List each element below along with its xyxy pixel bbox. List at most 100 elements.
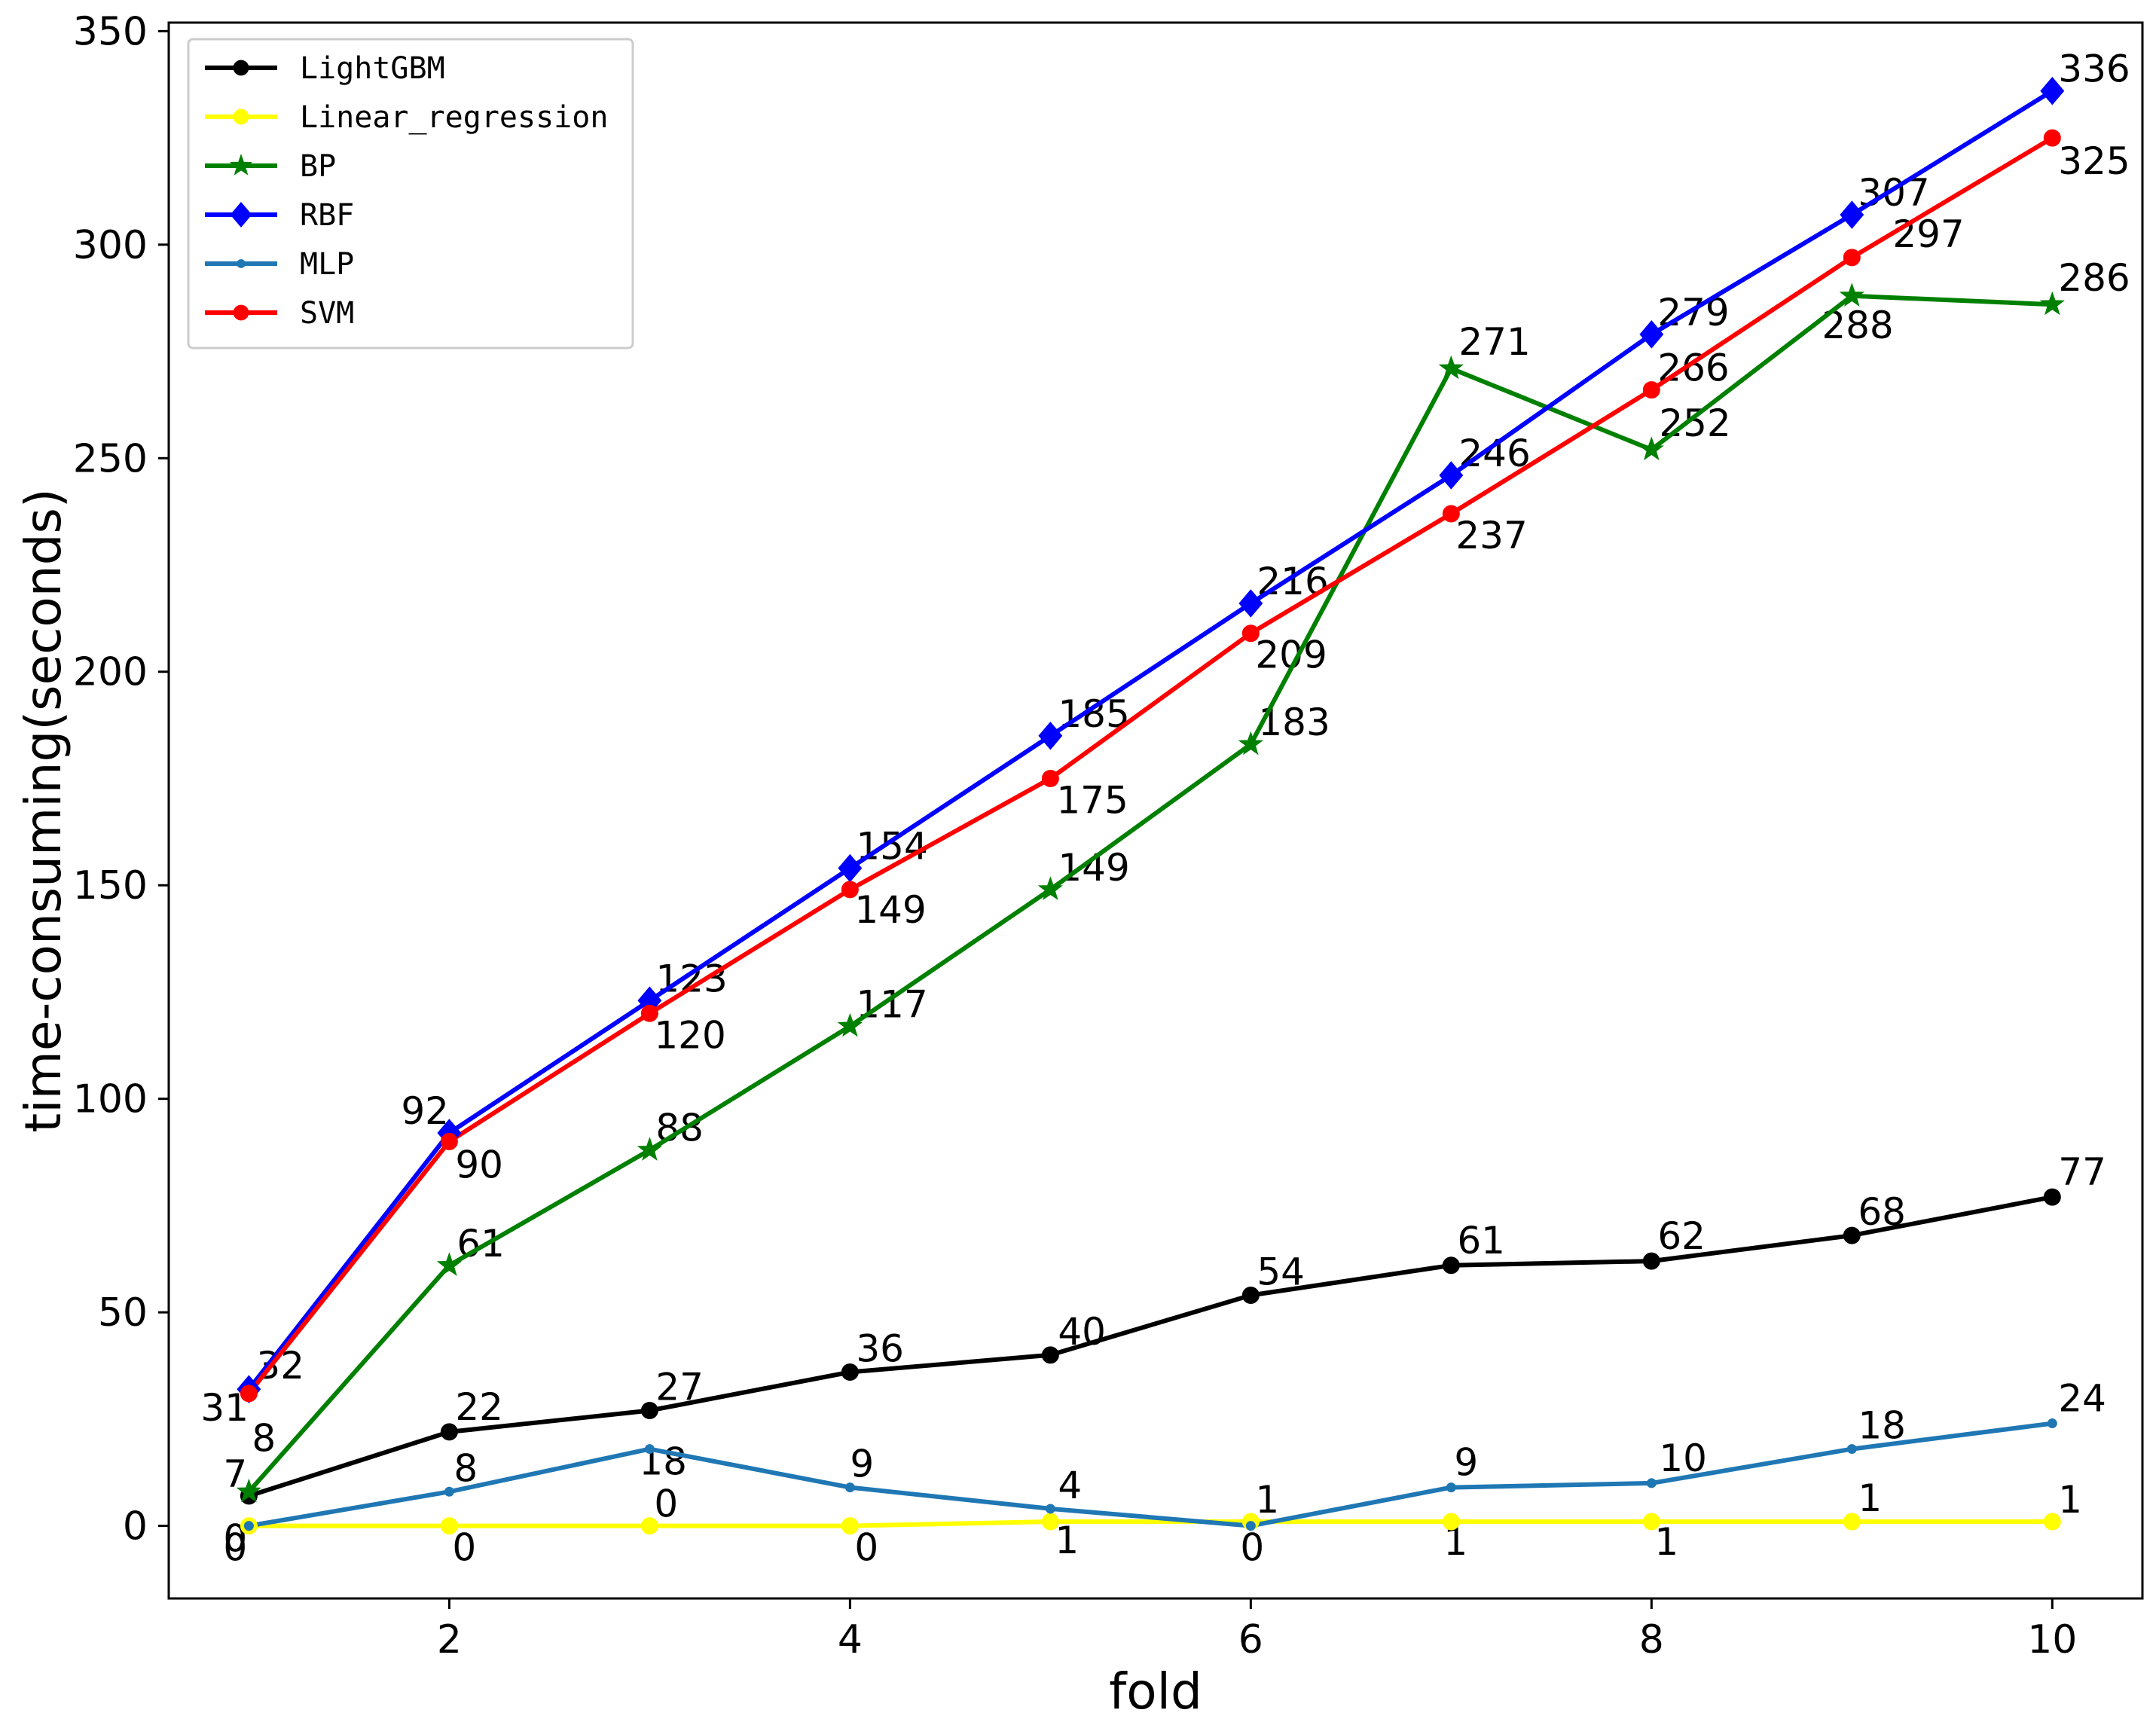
legend-label-mlp: MLP <box>300 247 354 282</box>
data-label-linear-regression: 1 <box>1255 1478 1279 1522</box>
data-label-linear-regression: 0 <box>654 1482 678 1526</box>
data-point-bp <box>436 1252 463 1276</box>
data-point-lightgbm <box>841 1363 859 1382</box>
x-tick-label: 10 <box>2027 1617 2077 1662</box>
data-label-rbf: 216 <box>1257 560 1328 603</box>
data-label-linear-regression: 1 <box>1858 1476 1882 1520</box>
data-label-linear-regression: 0 <box>452 1526 476 1570</box>
data-point-mlp <box>1245 1521 1256 1531</box>
data-label-mlp: 4 <box>1058 1464 1082 1507</box>
data-label-bp: 149 <box>1058 846 1129 890</box>
data-label-svm: 237 <box>1455 514 1527 557</box>
data-point-svm <box>841 881 859 899</box>
data-label-linear-regression: 0 <box>223 1526 247 1570</box>
data-point-bp <box>837 1012 863 1037</box>
data-point-lightgbm <box>640 1402 658 1420</box>
data-point-svm <box>1241 624 1260 643</box>
data-label-mlp: 18 <box>1858 1404 1906 1448</box>
data-point-bp <box>1438 355 1464 380</box>
data-label-rbf: 246 <box>1458 432 1530 475</box>
y-tick-label: 300 <box>73 223 148 268</box>
legend-label-bp: BP <box>300 149 336 184</box>
data-point-linear-regression <box>1843 1513 1861 1531</box>
data-label-rbf: 336 <box>2058 47 2130 91</box>
legend-marker-svm <box>233 304 249 321</box>
data-point-mlp <box>1846 1444 1857 1455</box>
y-tick-label: 250 <box>73 436 148 481</box>
data-label-lightgbm: 62 <box>1657 1214 1706 1258</box>
data-point-rbf <box>1840 200 1864 229</box>
data-point-rbf <box>1439 461 1464 490</box>
series-line-lightgbm <box>248 1195 2053 1498</box>
legend-label-linear-regression: Linear_regression <box>300 100 608 135</box>
data-point-svm <box>1041 769 1059 787</box>
data-label-bp: 117 <box>856 982 927 1026</box>
data-point-mlp <box>444 1486 454 1497</box>
data-label-bp: 286 <box>2058 256 2130 300</box>
data-point-lightgbm <box>1642 1252 1660 1270</box>
data-point-bp <box>637 1137 663 1161</box>
legend-marker-mlp <box>237 259 246 268</box>
plot-frame <box>167 21 2144 1600</box>
data-label-linear-regression: 1 <box>2058 1478 2082 1522</box>
data-point-lightgbm <box>1843 1226 1861 1244</box>
data-label-rbf: 123 <box>655 957 727 1000</box>
data-label-mlp: 24 <box>2058 1377 2106 1421</box>
data-label-svm: 297 <box>1892 212 1964 256</box>
data-label-mlp: 0 <box>1240 1526 1264 1570</box>
series-line-mlp <box>248 1421 2053 1528</box>
data-point-rbf <box>1038 722 1063 750</box>
legend-marker-bp <box>229 154 253 176</box>
data-point-rbf <box>1639 320 1664 349</box>
data-point-lightgbm <box>1442 1256 1460 1275</box>
legend-marker-rbf <box>230 202 252 227</box>
data-point-bp <box>1638 436 1664 461</box>
data-label-svm: 266 <box>1657 347 1729 390</box>
data-label-svm: 325 <box>2058 139 2130 183</box>
legend-marker-lightgbm <box>233 60 249 76</box>
data-point-lightgbm <box>440 1423 458 1441</box>
data-point-svm <box>640 1004 658 1022</box>
data-label-linear-regression: 1 <box>1055 1519 1079 1562</box>
series-line-svm <box>247 136 2054 1395</box>
data-point-linear-regression <box>2043 1513 2061 1531</box>
data-label-svm: 175 <box>1056 778 1128 822</box>
data-point-linear-regression <box>640 1517 658 1535</box>
data-point-lightgbm <box>1241 1286 1260 1304</box>
data-point-bp <box>1037 876 1064 901</box>
data-label-mlp: 9 <box>1454 1441 1478 1485</box>
data-point-bp <box>236 1478 262 1503</box>
series-line-bp <box>247 293 2053 1494</box>
x-tick-label: 4 <box>838 1617 863 1662</box>
data-point-mlp <box>1646 1478 1657 1488</box>
y-tick-label: 200 <box>73 650 148 695</box>
data-point-svm <box>240 1385 258 1403</box>
data-point-mlp <box>844 1482 855 1493</box>
data-point-svm <box>440 1132 458 1150</box>
series-line-rbf <box>247 89 2054 1391</box>
data-point-mlp <box>1446 1482 1456 1493</box>
data-label-mlp: 9 <box>850 1443 874 1486</box>
data-label-linear-regression: 0 <box>854 1526 878 1570</box>
data-label-svm: 149 <box>854 888 926 932</box>
series-line-linear-regression <box>249 1519 2053 1528</box>
data-label-lightgbm: 22 <box>455 1385 503 1429</box>
data-point-linear-regression <box>440 1517 458 1535</box>
data-point-mlp <box>644 1444 655 1455</box>
y-tick-label: 50 <box>98 1290 148 1336</box>
y-tick-label: 350 <box>73 9 148 54</box>
y-tick-label: 100 <box>73 1077 148 1122</box>
data-point-bp <box>1238 731 1264 756</box>
data-point-svm <box>1843 249 1861 267</box>
data-point-lightgbm <box>1041 1346 1059 1364</box>
y-tick-label: 150 <box>73 863 148 908</box>
x-tick-label: 2 <box>437 1617 462 1662</box>
legend-label-lightgbm: LightGBM <box>300 51 445 86</box>
y-tick-label: 0 <box>123 1504 148 1549</box>
data-label-rbf: 279 <box>1657 291 1729 334</box>
data-point-mlp <box>1045 1504 1055 1514</box>
legend-label-rbf: RBF <box>300 198 354 233</box>
data-point-mlp <box>243 1521 254 1531</box>
data-label-lightgbm: 36 <box>856 1327 904 1371</box>
